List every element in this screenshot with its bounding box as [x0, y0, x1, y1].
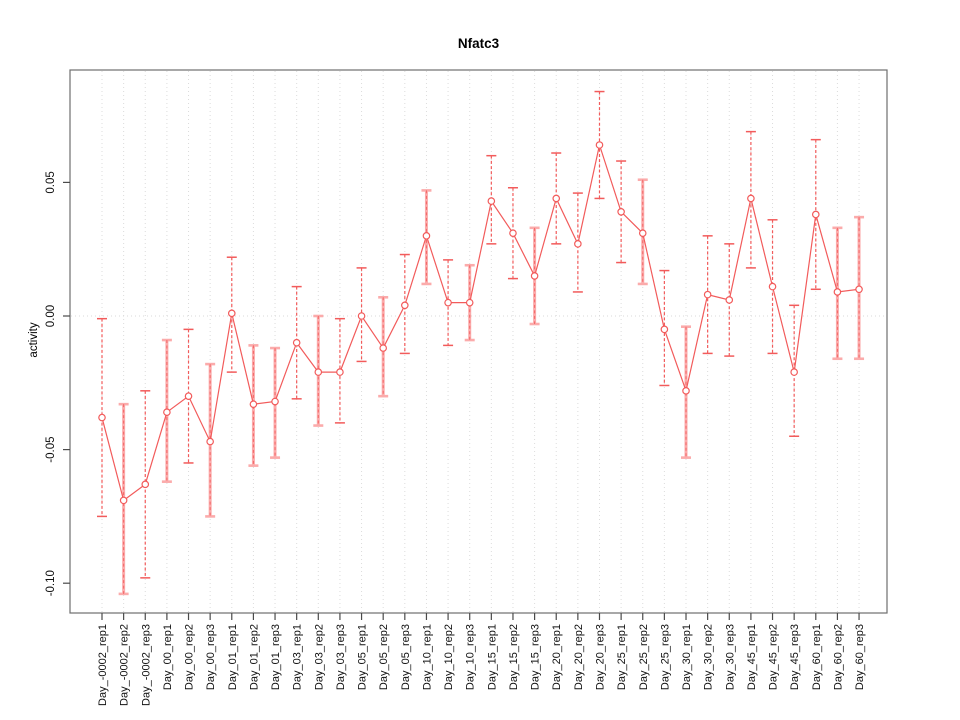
data-point: [401, 301, 409, 310]
x-tick-label: Day_05_rep3: [400, 624, 412, 690]
data-point: [487, 197, 496, 205]
data-point: [768, 282, 777, 291]
data-point: [682, 387, 690, 395]
x-tick-label: Day_20_rep2: [573, 624, 585, 690]
x-tick-label: Day_20_rep1: [551, 624, 563, 690]
data-point: [747, 194, 755, 203]
x-tick-label: Day_15_rep1: [486, 624, 498, 690]
series-line: [101, 142, 860, 502]
data-point: [444, 298, 452, 307]
data-point: [163, 408, 171, 416]
data-point: [422, 232, 431, 240]
x-tick-label: Day_00_rep3: [205, 624, 217, 690]
x-tick-label: Day_15_rep2: [508, 624, 520, 690]
x-tick-label: Day_25_rep1: [616, 624, 628, 690]
x-tick-label: Day_01_rep3: [270, 624, 282, 690]
x-tick-label: Day_-0002_rep3: [140, 624, 152, 706]
x-tick-label: Day_45_rep2: [768, 624, 780, 690]
x-tick-label: Day_10_rep1: [421, 624, 433, 690]
x-tick-label: Day_30_rep2: [703, 624, 715, 690]
x-tick-label: Day_03_rep1: [292, 624, 304, 690]
x-tick-label: Day_05_rep1: [357, 624, 369, 690]
plot-box: [69, 69, 888, 614]
x-tick-label: Day_20_rep3: [594, 624, 606, 690]
data-point: [465, 298, 474, 307]
data-point: [379, 344, 387, 352]
data-point: [292, 338, 301, 347]
data-point: [98, 413, 106, 422]
x-tick-label: Day_03_rep2: [313, 624, 325, 690]
data-point: [336, 368, 344, 376]
data-point: [595, 141, 604, 149]
data-point: [574, 240, 582, 248]
x-tick-label: Day_45_rep3: [789, 624, 801, 690]
data-point: [811, 210, 820, 219]
y-tick-label: -0.10: [45, 570, 57, 596]
x-tick-label: Day_60_rep1: [811, 624, 823, 690]
data-point: [790, 368, 798, 376]
data-point: [703, 290, 712, 299]
x-tick-label: Day_03_rep3: [335, 624, 347, 690]
data-point: [271, 397, 279, 406]
data-point: [227, 309, 236, 318]
data-point: [184, 392, 193, 400]
data-point: [357, 312, 366, 320]
data-point: [617, 207, 625, 216]
data-point: [141, 480, 150, 489]
x-tick-label: Day_15_rep3: [530, 624, 542, 690]
x-tick-label: Day_60_rep3: [854, 624, 866, 690]
data-point: [509, 229, 517, 237]
x-tick-label: Day_-0002_rep2: [119, 624, 131, 706]
data-point: [314, 368, 323, 376]
data-point: [855, 285, 863, 294]
x-tick-label: Day_30_rep1: [681, 624, 693, 690]
y-tick-label: 0.05: [45, 171, 57, 193]
data-point: [833, 288, 842, 296]
x-tick-label: Day_30_rep3: [724, 624, 736, 690]
data-point: [552, 194, 561, 203]
data-point: [725, 296, 734, 304]
data-point: [660, 325, 669, 334]
data-point: [249, 400, 258, 408]
x-tick-label: Day_60_rep2: [832, 624, 844, 690]
y-tick-label: 0.00: [45, 305, 57, 327]
x-tick-label: Day_00_rep2: [184, 624, 196, 690]
chart-title: Nfatc3: [457, 36, 500, 51]
data-point: [206, 437, 214, 446]
x-tick-label: Day_01_rep1: [227, 624, 239, 690]
x-tick-label: Day_10_rep2: [443, 624, 455, 690]
x-tick-label: Day_25_rep3: [659, 624, 671, 690]
x-tick-label: Day_05_rep2: [378, 624, 390, 690]
data-point: [530, 272, 539, 280]
data-point: [638, 229, 647, 237]
data-point: [119, 496, 128, 505]
x-tick-label: Day_01_rep2: [248, 624, 260, 690]
y-tick-label: -0.05: [45, 436, 57, 462]
x-tick-label: Day_45_rep1: [746, 624, 758, 690]
x-tick-label: Day_10_rep3: [465, 624, 477, 690]
x-tick-label: Day_-0002_rep1: [97, 624, 109, 706]
x-tick-label: Day_00_rep1: [162, 624, 174, 690]
x-tick-label: Day_25_rep2: [638, 624, 650, 690]
